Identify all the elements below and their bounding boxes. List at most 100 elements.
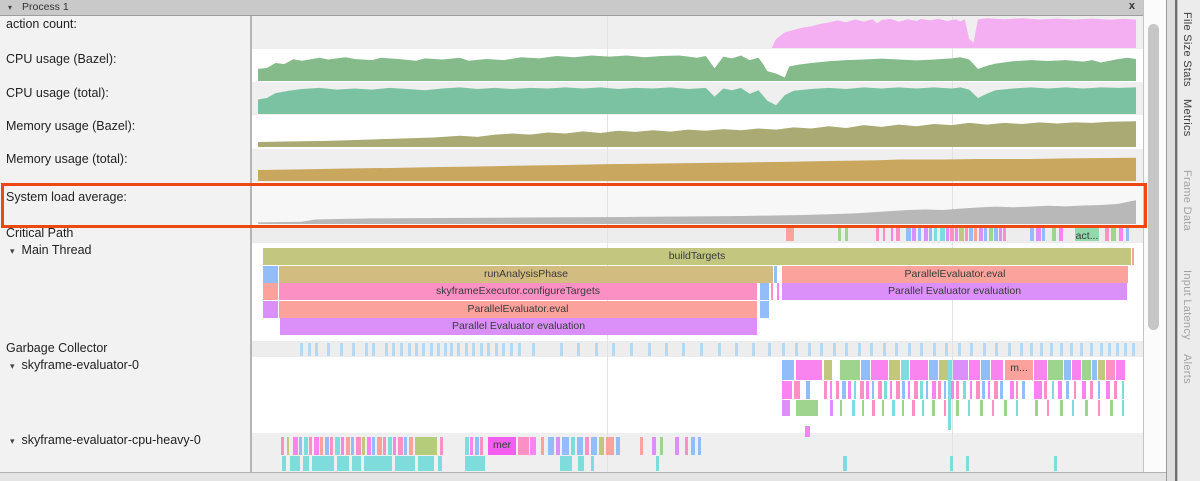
cpu-heavy-depth-0-bar[interactable]: [465, 437, 469, 455]
timeline-area[interactable]: act... buildTargets runAnalysisPhase Parall…: [252, 0, 1143, 472]
skyframe-evaluator-0-depth-2-bar[interactable]: [992, 400, 994, 416]
critical-path-bar[interactable]: [929, 228, 932, 241]
skyframe-evaluator-0-depth-1-bar[interactable]: [914, 381, 918, 399]
gc-event-tick[interactable]: [1060, 343, 1063, 356]
skyframe-evaluator-0-depth-0-bar[interactable]: [782, 360, 794, 380]
critical-path-bar[interactable]: [999, 228, 1002, 241]
skyframe-evaluator-0-depth-0-bar[interactable]: [796, 360, 822, 380]
cpu-heavy-depth-1-bar[interactable]: [1054, 456, 1057, 471]
skyframe-evaluator-0-depth-0-bar[interactable]: [1106, 360, 1115, 380]
skyframe-evaluator-0-depth-1-bar[interactable]: [1066, 381, 1069, 399]
gc-event-tick[interactable]: [908, 343, 911, 356]
skyframe-evaluator-0-depth-1-bar[interactable]: [1114, 381, 1117, 399]
skyframe-evaluator-0-depth-2-bar[interactable]: [782, 400, 790, 416]
skyframe-evaluator-0-depth-2-bar[interactable]: [1098, 400, 1100, 416]
skyframe-evaluator-0-depth-0-bar[interactable]: [889, 360, 900, 380]
cpu-heavy-depth-0-bar[interactable]: [640, 437, 643, 455]
critical-path-bar[interactable]: [1030, 228, 1034, 241]
gc-event-tick[interactable]: [385, 343, 388, 356]
skyframe-evaluator-0-depth-1-bar[interactable]: [1052, 381, 1054, 399]
cpu-heavy-depth-0-bar[interactable]: [341, 437, 344, 455]
gc-event-tick[interactable]: [945, 343, 948, 356]
critical-path-bar[interactable]: [994, 228, 998, 241]
cpu-heavy-depth-1-bar[interactable]: [290, 456, 300, 471]
vertical-scrollbar-thumb[interactable]: [1148, 24, 1159, 330]
gc-event-tick[interactable]: [808, 343, 811, 356]
skyframe-evaluator-0-depth-0-bar[interactable]: [824, 360, 832, 380]
skyframe-evaluator-0-depth-2-bar[interactable]: [1035, 400, 1038, 416]
gc-event-tick[interactable]: [958, 343, 961, 356]
cpu-heavy-depth-0-bar[interactable]: [577, 437, 583, 455]
skyframe-evaluator-0-depth-2-bar[interactable]: [912, 400, 915, 416]
gc-event-tick[interactable]: [560, 343, 563, 356]
critical-path-bar[interactable]: [979, 228, 983, 241]
skyframe-evaluator-0-depth-1-bar[interactable]: [1044, 381, 1047, 399]
panel-splitter[interactable]: [1166, 0, 1177, 481]
skyframe-evaluator-0-depth-2-bar[interactable]: [980, 400, 983, 416]
sidebar-tab-metrics[interactable]: Metrics: [1181, 99, 1193, 137]
skyframe-evaluator-0-depth-1-bar[interactable]: [926, 381, 928, 399]
gc-event-tick[interactable]: [480, 343, 483, 356]
gc-event-tick[interactable]: [577, 343, 580, 356]
critical-path-bar[interactable]: [883, 228, 885, 241]
cpu-heavy-depth-0-bar[interactable]: [685, 437, 688, 455]
skyframe-evaluator-0-depth-1-bar[interactable]: [944, 381, 946, 399]
skyframe-evaluator-0-depth-2-bar[interactable]: [862, 400, 864, 416]
cpu-heavy-depth-0-bar[interactable]: [571, 437, 575, 455]
cpu-heavy-depth-1-bar[interactable]: [282, 456, 286, 471]
cpu-heavy-depth-0-bar[interactable]: [530, 437, 536, 455]
skyframe-evaluator-0-depth-1-bar[interactable]: [938, 381, 941, 399]
cpu-heavy-depth-0-bar[interactable]: [383, 437, 386, 455]
gc-event-tick[interactable]: [983, 343, 986, 356]
skyframe-evaluator-0-depth-2-bar[interactable]: [1047, 400, 1049, 416]
cpu-heavy-depth-0-bar[interactable]: [440, 437, 443, 455]
gc-event-tick[interactable]: [795, 343, 798, 356]
skyframe-evaluator-0-depth-1-bar[interactable]: [866, 381, 869, 399]
cpu-heavy-depth-1-bar[interactable]: [312, 456, 334, 471]
cpu-heavy-depth-1-bar[interactable]: [438, 456, 442, 471]
main-thread-depth-1-bar[interactable]: runAnalysisPhase: [279, 266, 773, 283]
gc-event-tick[interactable]: [444, 343, 447, 356]
main-thread-depth-3-bar[interactable]: [760, 301, 769, 318]
critical-path-bar[interactable]: [1052, 228, 1056, 241]
skyframe-evaluator-0-depth-1-bar[interactable]: [884, 381, 887, 399]
cpu-heavy-depth-0-bar[interactable]: [346, 437, 350, 455]
skyframe-evaluator-0-depth-0-bar[interactable]: [901, 360, 909, 380]
skyframe-evaluator-0-depth-2-bar[interactable]: [902, 400, 904, 416]
gc-event-tick[interactable]: [392, 343, 395, 356]
skyframe-evaluator-0-depth-2-bar[interactable]: [944, 400, 946, 416]
gc-event-tick[interactable]: [630, 343, 633, 356]
cpu-heavy-depth-1-bar[interactable]: [303, 456, 309, 471]
critical-path-bar[interactable]: [912, 228, 916, 241]
skyframe-evaluator-0-depth-2-bar[interactable]: [796, 400, 818, 416]
gc-event-tick[interactable]: [665, 343, 668, 356]
counter-chart-action-count[interactable]: [258, 18, 1136, 48]
cpu-heavy-depth-0-bar[interactable]: [325, 437, 329, 455]
cpu-heavy-depth-0-bar[interactable]: [585, 437, 589, 455]
cpu-heavy-depth-0-bar[interactable]: [652, 437, 656, 455]
cpu-heavy-depth-0-bar[interactable]: mer: [488, 437, 516, 455]
critical-path-bar[interactable]: [955, 228, 958, 241]
skyframe-evaluator-0-depth-1-bar[interactable]: [970, 381, 972, 399]
track-label-skyframe-evaluator-0[interactable]: ▾ skyframe-evaluator-0: [10, 358, 139, 372]
collapse-arrow-icon[interactable]: ▾: [8, 3, 13, 12]
cpu-heavy-depth-0-bar[interactable]: [415, 437, 437, 455]
cpu-heavy-depth-0-bar[interactable]: [698, 437, 701, 455]
gc-event-tick[interactable]: [612, 343, 615, 356]
gc-event-tick[interactable]: [883, 343, 886, 356]
skyframe-evaluator-0-depth-0-bar[interactable]: [1034, 360, 1047, 380]
cpu-heavy-depth-1-bar[interactable]: [656, 456, 659, 471]
gc-event-tick[interactable]: [340, 343, 343, 356]
skyframe-evaluator-0-depth-0-bar[interactable]: [1082, 360, 1091, 380]
skyframe-evaluator-0-depth-0-bar[interactable]: [840, 360, 860, 380]
gc-event-tick[interactable]: [430, 343, 433, 356]
skyframe-evaluator-0-depth-2-bar[interactable]: [852, 400, 855, 416]
critical-path-bar[interactable]: [1126, 228, 1129, 241]
critical-path-bar[interactable]: [989, 228, 993, 241]
skyframe-evaluator-0-depth-0-bar[interactable]: [929, 360, 938, 380]
skyframe-evaluator-0-depth-1-bar[interactable]: [1010, 381, 1014, 399]
cpu-heavy-depth-0-bar[interactable]: [398, 437, 403, 455]
skyframe-evaluator-0-depth-0-bar[interactable]: [969, 360, 980, 380]
cpu-heavy-depth-0-bar[interactable]: [591, 437, 597, 455]
skyframe-evaluator-0-depth-1-bar[interactable]: [842, 381, 846, 399]
